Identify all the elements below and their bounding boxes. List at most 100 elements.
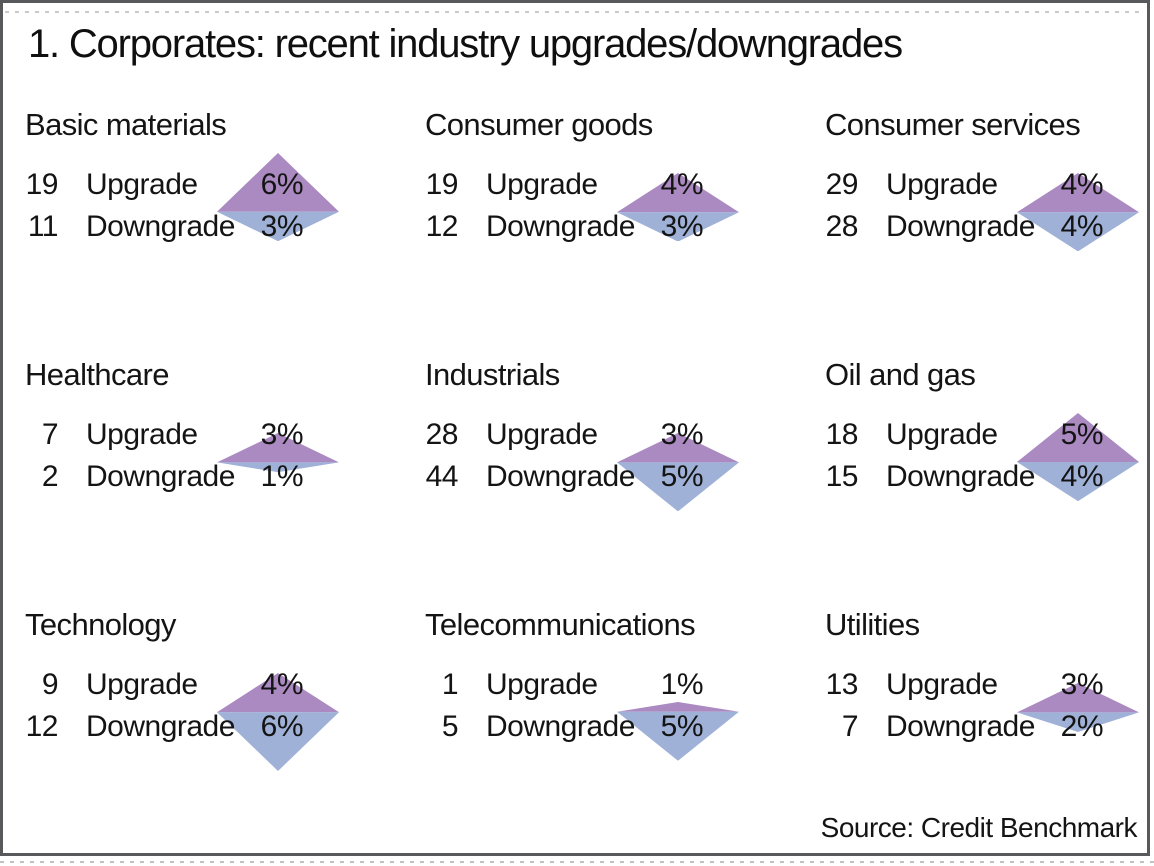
downgrade-count: 12	[25, 710, 59, 743]
industry-title: Consumer goods	[425, 107, 653, 142]
upgrade-downgrade-diamond	[217, 672, 339, 771]
upgrade-row: 29 Upgrade 4%	[825, 169, 1154, 201]
downgrade-label: Downgrade	[86, 460, 235, 493]
upgrade-count: 19	[25, 168, 59, 201]
upgrade-count: 29	[825, 168, 859, 201]
industry-panel: Technology 9 Upgrade 4% 12 Downgrade 6%	[25, 605, 355, 855]
downgrade-label: Downgrade	[486, 210, 635, 243]
upgrade-label: Upgrade	[86, 668, 198, 701]
upgrade-row: 28 Upgrade 3%	[425, 419, 755, 451]
downgrade-row: 44 Downgrade 5%	[425, 461, 755, 493]
downgrade-triangle-icon	[617, 211, 739, 242]
downgrade-label: Downgrade	[886, 210, 1035, 243]
downgrade-percent: 5%	[660, 710, 704, 743]
downgrade-count: 7	[841, 710, 859, 743]
industry-panel: Healthcare 7 Upgrade 3% 2 Downgrade 1%	[25, 355, 355, 605]
downgrade-triangle-icon	[617, 461, 739, 511]
downgrade-triangle-icon	[1017, 461, 1139, 502]
upgrade-label: Upgrade	[486, 168, 598, 201]
downgrade-triangle-icon	[617, 711, 739, 761]
downgrade-triangle-icon	[1017, 711, 1139, 732]
downgrade-label: Downgrade	[486, 460, 635, 493]
downgrade-label: Downgrade	[86, 710, 235, 743]
upgrade-row: 1 Upgrade 1%	[425, 669, 755, 701]
upgrade-triangle-icon	[1017, 413, 1139, 462]
downgrade-row: 2 Downgrade 1%	[25, 461, 355, 493]
upgrade-downgrade-diamond	[1017, 413, 1139, 502]
figure-title: 1. Corporates: recent industry upgrades/…	[28, 22, 903, 66]
industry-panel: Basic materials 19 Upgrade 6% 11 Downgra…	[25, 105, 355, 355]
upgrade-percent: 1%	[660, 668, 704, 701]
upgrade-count: 13	[825, 668, 859, 701]
downgrade-count: 11	[27, 210, 59, 243]
downgrade-triangle-icon	[217, 461, 339, 472]
downgrade-count: 15	[825, 460, 859, 493]
industry-title: Healthcare	[25, 357, 170, 392]
downgrade-percent: 4%	[1060, 460, 1104, 493]
upgrade-label: Upgrade	[886, 418, 998, 451]
dotted-rule-top	[5, 11, 1145, 13]
upgrade-downgrade-diamond	[217, 153, 339, 242]
upgrade-row: 7 Upgrade 3%	[25, 419, 355, 451]
downgrade-percent: 3%	[660, 210, 704, 243]
upgrade-downgrade-diamond	[617, 432, 739, 511]
upgrade-triangle-icon	[617, 172, 739, 212]
upgrade-count: 28	[425, 418, 459, 451]
upgrade-row: 9 Upgrade 4%	[25, 669, 355, 701]
upgrade-triangle-icon	[217, 432, 339, 462]
upgrade-count: 9	[41, 668, 59, 701]
upgrade-percent: 3%	[660, 418, 704, 451]
upgrade-row: 19 Upgrade 4%	[425, 169, 755, 201]
downgrade-triangle-icon	[217, 211, 339, 242]
industry-panel: Industrials 28 Upgrade 3% 44 Downgrade 5…	[425, 355, 755, 605]
upgrade-triangle-icon	[1017, 172, 1139, 212]
downgrade-percent: 1%	[260, 460, 304, 493]
downgrade-label: Downgrade	[886, 460, 1035, 493]
dotted-rule-bottom	[0, 861, 1154, 863]
downgrade-count: 5	[441, 710, 459, 743]
downgrade-row: 7 Downgrade 2%	[825, 711, 1154, 743]
upgrade-label: Upgrade	[486, 418, 598, 451]
industry-panel: Telecommunications 1 Upgrade 1% 5 Downgr…	[425, 605, 755, 855]
upgrade-percent: 4%	[260, 668, 304, 701]
upgrade-count: 19	[425, 168, 459, 201]
upgrade-downgrade-diamond	[1017, 172, 1139, 252]
upgrade-row: 18 Upgrade 5%	[825, 419, 1154, 451]
upgrade-label: Upgrade	[486, 668, 598, 701]
upgrade-triangle-icon	[617, 432, 739, 462]
downgrade-count: 44	[425, 460, 459, 493]
upgrade-count: 7	[41, 418, 59, 451]
industry-title: Telecommunications	[425, 607, 696, 642]
downgrade-count: 28	[825, 210, 859, 243]
downgrade-count: 12	[425, 210, 459, 243]
downgrade-row: 28 Downgrade 4%	[825, 211, 1154, 243]
upgrade-count: 1	[441, 668, 459, 701]
industry-title: Utilities	[825, 607, 920, 642]
industry-panel: Consumer services 29 Upgrade 4% 28 Downg…	[825, 105, 1154, 355]
upgrade-percent: 3%	[1060, 668, 1104, 701]
downgrade-triangle-icon	[217, 711, 339, 771]
industry-title: Industrials	[425, 357, 560, 392]
downgrade-triangle-icon	[1017, 211, 1139, 252]
upgrade-downgrade-diamond	[217, 432, 339, 472]
upgrade-triangle-icon	[1017, 682, 1139, 712]
upgrade-label: Upgrade	[86, 418, 198, 451]
upgrade-downgrade-diamond	[617, 172, 739, 242]
upgrade-downgrade-diamond	[617, 702, 739, 761]
industry-title: Oil and gas	[825, 357, 976, 392]
downgrade-percent: 2%	[1060, 710, 1104, 743]
downgrade-count: 2	[41, 460, 59, 493]
downgrade-label: Downgrade	[86, 210, 235, 243]
downgrade-row: 11 Downgrade 3%	[25, 211, 355, 243]
industry-title: Technology	[25, 607, 176, 642]
upgrade-downgrade-diamond	[1017, 682, 1139, 732]
upgrade-row: 19 Upgrade 6%	[25, 169, 355, 201]
downgrade-label: Downgrade	[886, 710, 1035, 743]
downgrade-row: 12 Downgrade 3%	[425, 211, 755, 243]
downgrade-row: 15 Downgrade 4%	[825, 461, 1154, 493]
upgrade-label: Upgrade	[86, 168, 198, 201]
industry-panel: Oil and gas 18 Upgrade 5% 15 Downgrade 4…	[825, 355, 1154, 605]
downgrade-label: Downgrade	[486, 710, 635, 743]
